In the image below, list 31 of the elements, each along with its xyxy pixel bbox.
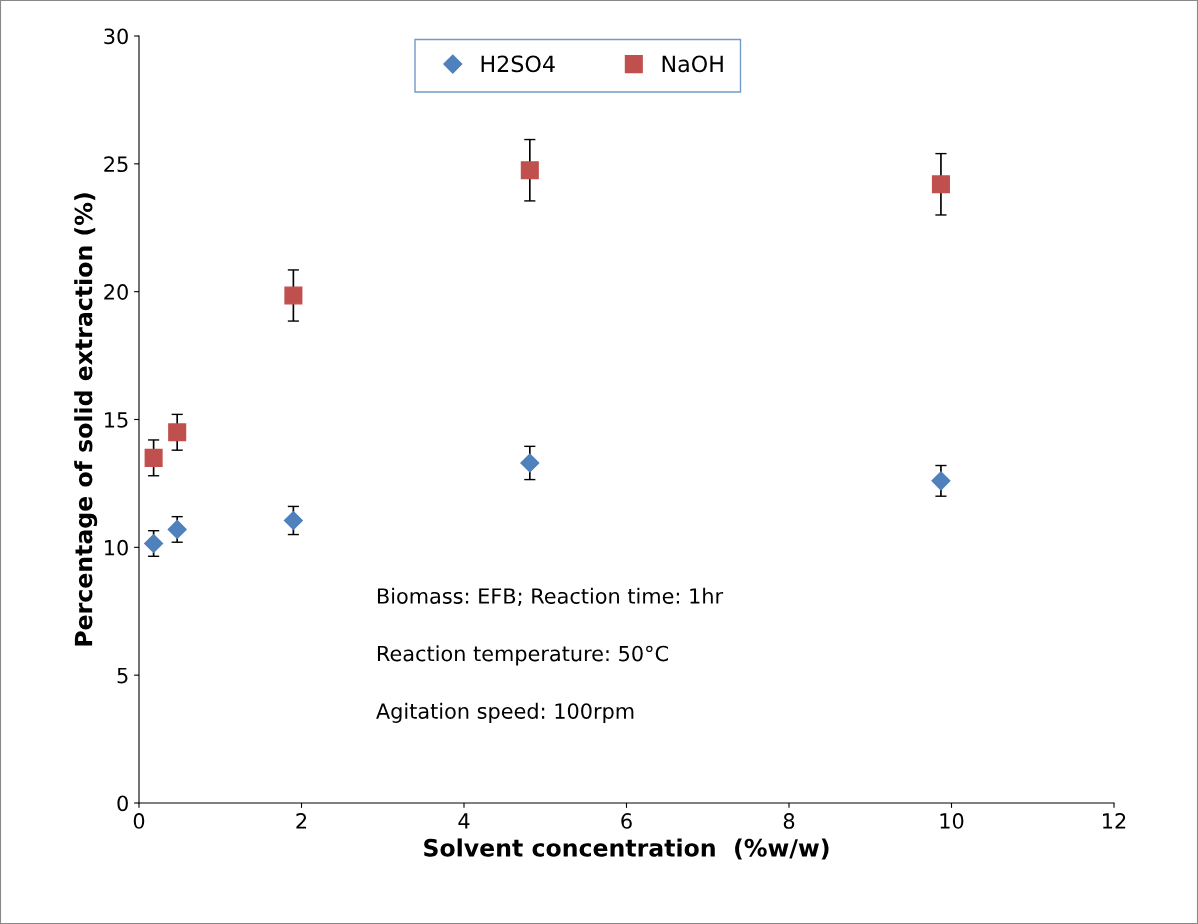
- point: [284, 286, 303, 305]
- y-tick-label: 5: [117, 667, 128, 684]
- y-tick-label: 10: [105, 539, 128, 556]
- x-tick-label: 8: [783, 813, 795, 829]
- x-tick-label: 0: [133, 813, 145, 829]
- annotation: Reaction temperature: 50°C: [377, 645, 668, 666]
- y-axis-title: Percentage of solid extraction (%): [74, 193, 98, 646]
- point: [283, 510, 303, 531]
- point: [520, 453, 540, 473]
- point: [144, 533, 164, 554]
- legend-label: H2SO4: [481, 55, 555, 73]
- point: [931, 175, 950, 194]
- x-tick-label: 4: [458, 813, 470, 829]
- x-tick-label: 6: [621, 813, 632, 829]
- y-tick-label: 25: [104, 156, 128, 173]
- x-tick-label: 2: [296, 813, 307, 829]
- x-tick-label: 12: [1103, 813, 1126, 829]
- annotation: Agitation speed: 100rpm: [376, 702, 634, 723]
- y-tick-label: 30: [104, 28, 128, 45]
- annotation: Biomass: EFB; Reaction time: 1hr: [377, 587, 724, 606]
- y-tick-label: 15: [105, 412, 128, 428]
- point: [144, 448, 163, 467]
- point: [520, 161, 539, 180]
- y-tick-label: 20: [104, 284, 128, 300]
- point: [168, 423, 187, 442]
- x-axis-title: Solvent concentration (%w/w): [424, 838, 829, 860]
- point: [931, 471, 951, 491]
- legend-label: NaOH: [662, 55, 723, 73]
- point: [167, 519, 187, 539]
- x-tick-label: 10: [940, 813, 964, 829]
- y-tick-label: 0: [117, 795, 128, 812]
